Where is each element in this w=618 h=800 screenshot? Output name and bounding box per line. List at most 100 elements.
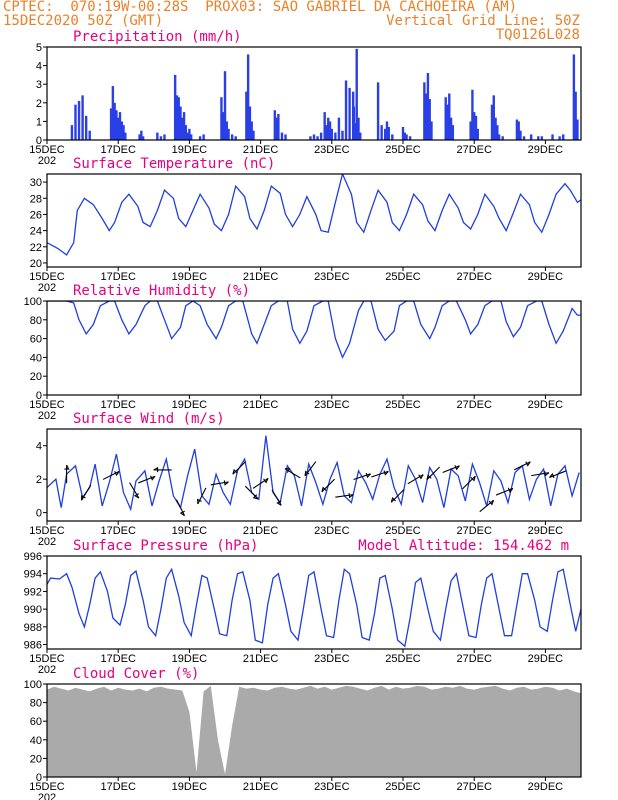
- y-tick-label: 1: [36, 116, 42, 128]
- y-tick-label: 0: [36, 508, 42, 520]
- precip-bar: [111, 86, 115, 140]
- panel-frame: [46, 173, 582, 268]
- wind-arrow: [210, 480, 229, 486]
- precip-bar: [501, 136, 504, 140]
- wind-arrow-head: [321, 486, 327, 492]
- wind-arrow-head: [276, 500, 282, 506]
- x-tick-label: 23DEC: [314, 399, 350, 411]
- x-tick-label: 17DEC: [100, 271, 136, 283]
- precip-bar: [469, 121, 472, 140]
- wind-arrow-head: [114, 470, 120, 477]
- precip-bar: [227, 128, 230, 140]
- x-year-label: 202: [38, 536, 56, 548]
- x-tick-label: 27DEC: [456, 653, 492, 665]
- wind-arrow: [321, 478, 335, 493]
- precip-bar: [558, 136, 561, 140]
- wind-arrow: [197, 487, 207, 505]
- wind-arrow-shaft: [210, 481, 229, 486]
- precip-bar: [280, 132, 284, 140]
- precip-bar: [188, 128, 191, 140]
- x-tick-label: 23DEC: [314, 144, 350, 156]
- precip-bar: [405, 134, 408, 140]
- precip-bar: [117, 117, 120, 140]
- precip-bar: [471, 89, 474, 140]
- wind-arrow-shaft: [138, 475, 156, 484]
- wind-arrow: [407, 474, 424, 485]
- wind-arrow-head: [348, 493, 354, 499]
- precip-bar: [423, 82, 426, 140]
- x-tick-label: 21DEC: [243, 144, 279, 156]
- panel-title: Surface Wind (m/s): [73, 411, 225, 427]
- precip-bar: [277, 113, 280, 140]
- wind-arrow-shaft: [479, 499, 494, 513]
- x-tick-label: 21DEC: [243, 653, 279, 665]
- wind-arrow-head: [507, 487, 514, 493]
- x-tick-label: 27DEC: [456, 525, 492, 537]
- precip-bar: [159, 136, 163, 140]
- header-model-id: TQ0126L028: [495, 27, 580, 43]
- wind-arrow-shaft: [102, 470, 120, 480]
- precip-bar: [84, 115, 88, 140]
- wind-arrow-head: [549, 472, 555, 479]
- y-tick-label: 20: [30, 753, 42, 765]
- precip-bar: [122, 125, 125, 140]
- precip-bar: [522, 136, 526, 140]
- precip-bar: [494, 117, 497, 140]
- y-tick-label: 60: [30, 334, 42, 346]
- series-line: [47, 567, 581, 648]
- x-tick-label: 15DEC: [29, 653, 65, 665]
- wind-arrow: [335, 493, 354, 499]
- y-tick-label: 3: [36, 79, 42, 91]
- precip-bar: [202, 134, 205, 140]
- wind-arrow-head: [150, 475, 156, 481]
- precip-bar: [355, 48, 358, 140]
- precip-bar: [519, 130, 522, 140]
- precip-bar: [551, 134, 554, 140]
- precip-bar: [309, 136, 312, 140]
- wind-arrow-head: [454, 465, 460, 471]
- y-tick-label: 20: [30, 258, 42, 270]
- y-tick-label: 990: [24, 604, 42, 616]
- x-tick-label: 21DEC: [243, 781, 279, 793]
- x-tick-label: 25DEC: [385, 525, 421, 537]
- wind-arrow: [390, 489, 405, 503]
- y-tick-label: 2: [36, 98, 42, 110]
- wind-arrow: [531, 471, 550, 477]
- wind-arrow: [304, 461, 317, 477]
- wind-arrow-head: [470, 476, 476, 482]
- precip-bar: [248, 106, 252, 140]
- precip-bar: [275, 117, 278, 140]
- x-tick-label: 27DEC: [456, 144, 492, 156]
- y-tick-label: 992: [24, 586, 42, 598]
- precip-bar: [70, 125, 74, 140]
- precip-bar: [330, 128, 333, 140]
- wind-arrow-head: [263, 478, 269, 484]
- precip-bar: [250, 121, 253, 140]
- precip-bar: [401, 126, 405, 140]
- panel-3: [43, 428, 582, 525]
- precip-bar: [325, 125, 328, 140]
- header-grid-line: Vertical Grid Line: 50Z: [386, 13, 580, 29]
- x-tick-label: 21DEC: [243, 399, 279, 411]
- wind-arrow-shaft: [304, 461, 317, 477]
- x-tick-label: 25DEC: [385, 399, 421, 411]
- wind-arrow: [175, 499, 186, 517]
- x-tick-label: 17DEC: [100, 525, 136, 537]
- precip-bar: [476, 128, 479, 140]
- precip-bar: [222, 112, 225, 140]
- y-tick-label: 988: [24, 622, 42, 634]
- wind-arrow: [462, 475, 476, 490]
- precip-bar: [426, 73, 430, 140]
- precip-bar: [284, 134, 287, 140]
- wind-arrow-head: [223, 480, 229, 486]
- wind-arrow-shaft: [81, 484, 92, 501]
- x-tick-label: 27DEC: [456, 781, 492, 793]
- wind-arrow-shaft: [197, 487, 207, 505]
- precip-bar: [497, 134, 501, 140]
- x-year-label: 202: [38, 792, 56, 800]
- panel-title: Surface Temperature (nC): [73, 156, 275, 172]
- wind-arrow-head: [197, 498, 202, 504]
- panel-title: Cloud Cover (%): [73, 666, 199, 682]
- wind-arrow-shaft: [390, 489, 405, 503]
- precip-bar: [316, 136, 319, 140]
